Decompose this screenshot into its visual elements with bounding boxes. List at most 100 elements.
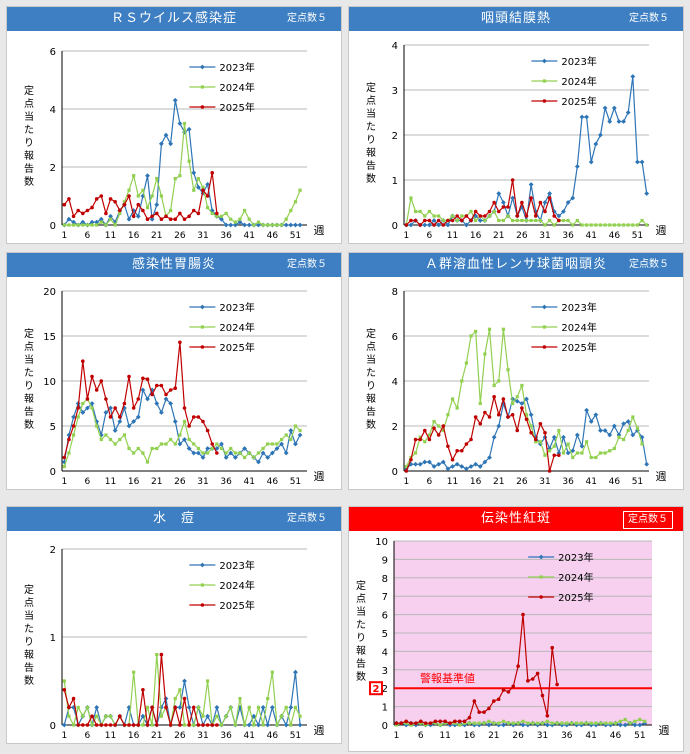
data-point xyxy=(483,214,487,218)
data-point xyxy=(261,723,265,727)
data-point xyxy=(413,437,418,442)
data-point xyxy=(177,705,183,710)
data-point xyxy=(131,406,136,410)
data-point xyxy=(113,442,117,446)
legend-marker xyxy=(200,85,204,89)
data-point xyxy=(154,723,159,727)
data-point xyxy=(394,723,399,727)
data-point xyxy=(275,223,279,227)
panel-title: 伝染性紅斑 xyxy=(480,511,551,526)
data-point xyxy=(524,413,529,417)
legend-marker xyxy=(200,562,205,568)
data-point xyxy=(544,722,550,728)
data-point xyxy=(645,223,649,227)
data-point xyxy=(437,424,441,428)
data-point xyxy=(515,428,520,433)
data-point xyxy=(642,720,648,726)
data-point xyxy=(625,419,631,424)
data-point xyxy=(76,415,80,419)
data-point xyxy=(437,214,441,218)
data-point xyxy=(95,223,99,227)
data-point xyxy=(95,424,99,428)
legend-marker xyxy=(542,99,547,103)
data-point xyxy=(233,451,237,455)
data-point xyxy=(418,435,422,439)
data-point xyxy=(122,401,127,406)
data-point xyxy=(94,388,99,392)
data-point xyxy=(99,379,104,383)
data-point xyxy=(565,721,569,725)
x-tick-label: 51 xyxy=(632,477,643,487)
x-tick-label: 21 xyxy=(493,231,504,241)
data-point xyxy=(196,415,201,419)
data-point xyxy=(644,461,650,467)
x-tick-label: 16 xyxy=(470,477,482,487)
data-point xyxy=(169,208,173,213)
data-point xyxy=(423,214,427,218)
data-point xyxy=(219,216,224,222)
data-point xyxy=(233,723,237,727)
data-point xyxy=(173,177,177,181)
data-point xyxy=(62,202,67,207)
x-tick-label: 6 xyxy=(427,477,433,487)
x-tick-label: 46 xyxy=(609,477,621,487)
data-point xyxy=(478,401,482,406)
data-point xyxy=(631,415,635,419)
data-point xyxy=(127,194,131,198)
data-point xyxy=(531,721,535,725)
data-point xyxy=(201,723,205,727)
y-tick-label: 3 xyxy=(392,86,398,97)
data-point xyxy=(545,719,549,723)
data-point xyxy=(260,705,266,710)
x-tick-label: 51 xyxy=(290,731,301,741)
data-point xyxy=(136,723,141,727)
data-point xyxy=(555,682,559,687)
data-point xyxy=(524,396,529,402)
y-tick-label: 5 xyxy=(382,629,388,640)
data-point xyxy=(483,352,487,356)
data-point xyxy=(561,218,566,223)
data-point xyxy=(404,469,409,473)
data-point xyxy=(178,340,182,345)
data-point xyxy=(214,705,220,710)
data-point xyxy=(256,220,261,224)
data-point xyxy=(108,197,113,201)
data-point xyxy=(557,218,561,223)
data-point xyxy=(283,222,289,228)
data-point xyxy=(418,223,422,227)
x-axis-label: 週 xyxy=(314,724,325,737)
legend-label: 2023年 xyxy=(561,55,596,68)
x-tick-label: 26 xyxy=(174,231,186,241)
data-point xyxy=(80,410,86,415)
data-point xyxy=(616,119,622,124)
x-tick-label: 31 xyxy=(539,477,550,487)
x-tick-label: 46 xyxy=(609,231,621,241)
legend-marker xyxy=(200,105,205,109)
data-point xyxy=(621,421,626,427)
data-point xyxy=(403,722,409,728)
data-point xyxy=(441,223,446,227)
x-tick-label: 26 xyxy=(174,731,186,741)
x-tick-label: 21 xyxy=(151,231,162,241)
data-point xyxy=(90,723,94,727)
y-tick-label: 8 xyxy=(392,287,398,298)
data-point xyxy=(76,208,80,213)
legend-marker xyxy=(542,79,546,83)
x-tick-label: 1 xyxy=(403,231,409,241)
data-point xyxy=(288,705,294,710)
data-point xyxy=(62,688,67,692)
data-point xyxy=(76,223,80,227)
data-point xyxy=(136,446,140,451)
data-point xyxy=(99,220,103,224)
data-point xyxy=(506,205,510,209)
data-point xyxy=(441,424,446,428)
data-point xyxy=(145,206,150,210)
data-point xyxy=(540,721,545,725)
data-point xyxy=(182,723,187,727)
data-point xyxy=(474,218,478,223)
data-point xyxy=(108,723,113,727)
series-line-2024年 xyxy=(396,718,645,726)
data-point xyxy=(223,222,229,228)
data-point xyxy=(427,459,432,465)
data-point xyxy=(450,457,455,462)
